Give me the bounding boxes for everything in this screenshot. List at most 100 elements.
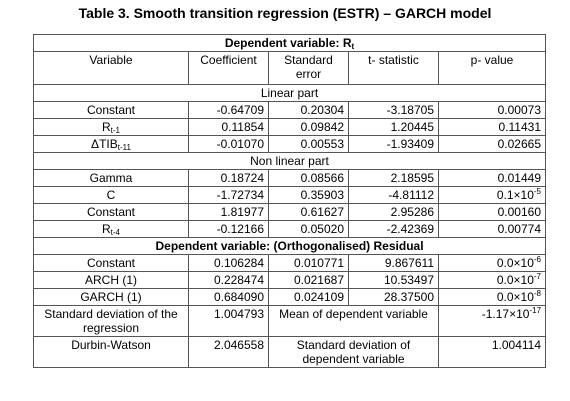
value-cell: 1.004793 [188, 305, 269, 337]
data-row: GARCH (1) 0.684090 0.024109 28.37500 0.0×10-… [33, 288, 547, 306]
table-title: Table 3. Smooth transition regression (E… [78, 5, 492, 21]
variable-cell: ΔTIBt-11 [33, 135, 189, 153]
section-heading: Linear part [32, 84, 547, 102]
superscript: -8 [533, 289, 542, 298]
value-cell: 0.010771 [268, 254, 349, 272]
data-row: Constant -0.64709 0.20304 -3.18705 0.00073 [33, 101, 547, 119]
variable-cell: Durbin-Watson [33, 336, 189, 368]
value-cell: 0.0×10-8 [437, 288, 547, 306]
value-cell: 1.81977 [188, 203, 269, 221]
value-cell: 0.01449 [437, 169, 547, 187]
value-cell: 28.37500 [348, 288, 439, 306]
cell-text: Dependent variable: R [224, 36, 352, 50]
value-cell: 10.53497 [348, 271, 439, 289]
value-cell: -1.17×10-17 [437, 305, 547, 337]
superscript: -17 [529, 306, 542, 315]
table-body: Dependent variable: Rt Variable Coefficien… [32, 34, 547, 368]
data-row: Constant 0.106284 0.010771 9.867611 0.0×10-6 [33, 254, 547, 272]
data-row: ΔTIBt-11 -0.01070 0.00553 -1.93409 0.02665 [33, 135, 547, 153]
variable-cell: Constant [33, 203, 189, 221]
variable-cell: Rt-4 [33, 220, 189, 238]
value-cell: 0.684090 [188, 288, 269, 306]
value-cell: -1.93409 [348, 135, 439, 153]
value-cell: 0.18724 [188, 169, 269, 187]
section-heading-cell: Linear part [32, 84, 547, 102]
column-header: p- value [437, 51, 547, 85]
variable-cell: ARCH (1) [33, 271, 189, 289]
value-cell: 0.1×10-5 [437, 186, 547, 204]
value-cell: 0.00774 [437, 220, 547, 238]
data-row: Constant 1.81977 0.61627 2.95286 0.00160 [33, 203, 547, 221]
value-cell: -3.18705 [348, 101, 439, 119]
value-cell: -4.81112 [348, 186, 439, 204]
cell-text: 0.0×10 [496, 273, 534, 287]
dependent-heading: Dependent variable: Rt [32, 34, 547, 52]
value-cell: 0.35903 [268, 186, 349, 204]
cell-text: ΔTIB [91, 137, 118, 151]
data-row: C -1.72734 0.35903 -4.81112 0.1×10-5 [33, 186, 547, 204]
value-cell: 0.11431 [437, 118, 547, 136]
value-cell: 0.61627 [268, 203, 349, 221]
value-cell: Mean of dependent variable [268, 305, 439, 337]
header-row: Variable Coefficient Standard error t- stat… [33, 51, 547, 85]
value-cell: 0.00073 [437, 101, 547, 119]
superscript: -7 [533, 272, 542, 281]
section-heading: Non linear part [32, 152, 547, 170]
value-cell: 0.021687 [268, 271, 349, 289]
column-header: Variable [33, 51, 189, 85]
value-cell: 0.024109 [268, 288, 349, 306]
value-cell: 2.18595 [348, 169, 439, 187]
value-cell: 0.20304 [268, 101, 349, 119]
variable-cell: C [33, 186, 189, 204]
cell-text: -1.17×10 [481, 307, 530, 321]
subscript: t [351, 42, 355, 51]
value-cell: 0.0×10-6 [437, 254, 547, 272]
column-header: Coefficient [188, 51, 269, 85]
data-row: Durbin-Watson 2.046558 Standard deviation … [33, 336, 547, 368]
variable-cell: Constant [33, 101, 189, 119]
data-row: Standard deviation of the regression 1.00… [33, 305, 547, 337]
subscript: t-1 [110, 126, 120, 135]
value-cell: 0.0×10-7 [437, 271, 547, 289]
section-heading-cell: Non linear part [32, 152, 547, 170]
value-cell: 0.228474 [188, 271, 269, 289]
value-cell: 2.046558 [188, 336, 269, 368]
value-cell: 2.95286 [348, 203, 439, 221]
value-cell: 0.05020 [268, 220, 349, 238]
variable-cell: GARCH (1) [33, 288, 189, 306]
variable-cell: Rt-1 [33, 118, 189, 136]
data-row: Rt-4 -0.12166 0.05020 -2.42369 0.00774 [33, 220, 547, 238]
column-header: Standard error [268, 51, 349, 85]
cell-text: 0.1×10 [496, 188, 534, 202]
value-cell: 0.11854 [188, 118, 269, 136]
value-cell: 0.00160 [437, 203, 547, 221]
variable-cell: Gamma [33, 169, 189, 187]
cell-text: 0.0×10 [496, 290, 534, 304]
cell-text: R [101, 222, 111, 236]
subscript: t-4 [110, 228, 120, 237]
dependent-heading: Dependent variable: (Orthogonalised) Res… [32, 237, 547, 255]
results-table: Dependent variable: Rt Variable Coefficien… [32, 34, 547, 368]
value-cell: -2.42369 [348, 220, 439, 238]
value-cell: -0.12166 [188, 220, 269, 238]
value-cell: 0.106284 [188, 254, 269, 272]
data-row: Rt-1 0.11854 0.09842 1.20445 0.11431 [33, 118, 547, 136]
value-cell: 1.20445 [348, 118, 439, 136]
column-header: t- statistic [348, 51, 439, 85]
variable-cell: Constant [33, 254, 189, 272]
value-cell: -1.72734 [188, 186, 269, 204]
value-cell: 0.09842 [268, 118, 349, 136]
superscript: -5 [533, 187, 542, 196]
value-cell: 0.02665 [437, 135, 547, 153]
dependent-heading-cell: Dependent variable: (Orthogonalised) Res… [32, 237, 547, 255]
data-row: Gamma 0.18724 0.08566 2.18595 0.01449 [33, 169, 547, 187]
value-cell: 0.08566 [268, 169, 349, 187]
value-cell: Standard deviation of dependent variable [268, 336, 439, 368]
superscript: -6 [533, 255, 542, 264]
value-cell: -0.01070 [188, 135, 269, 153]
value-cell: 0.00553 [268, 135, 349, 153]
variable-cell: Standard deviation of the regression [33, 305, 189, 337]
data-row: ARCH (1) 0.228474 0.021687 10.53497 0.0×10-7 [33, 271, 547, 289]
value-cell: -0.64709 [188, 101, 269, 119]
